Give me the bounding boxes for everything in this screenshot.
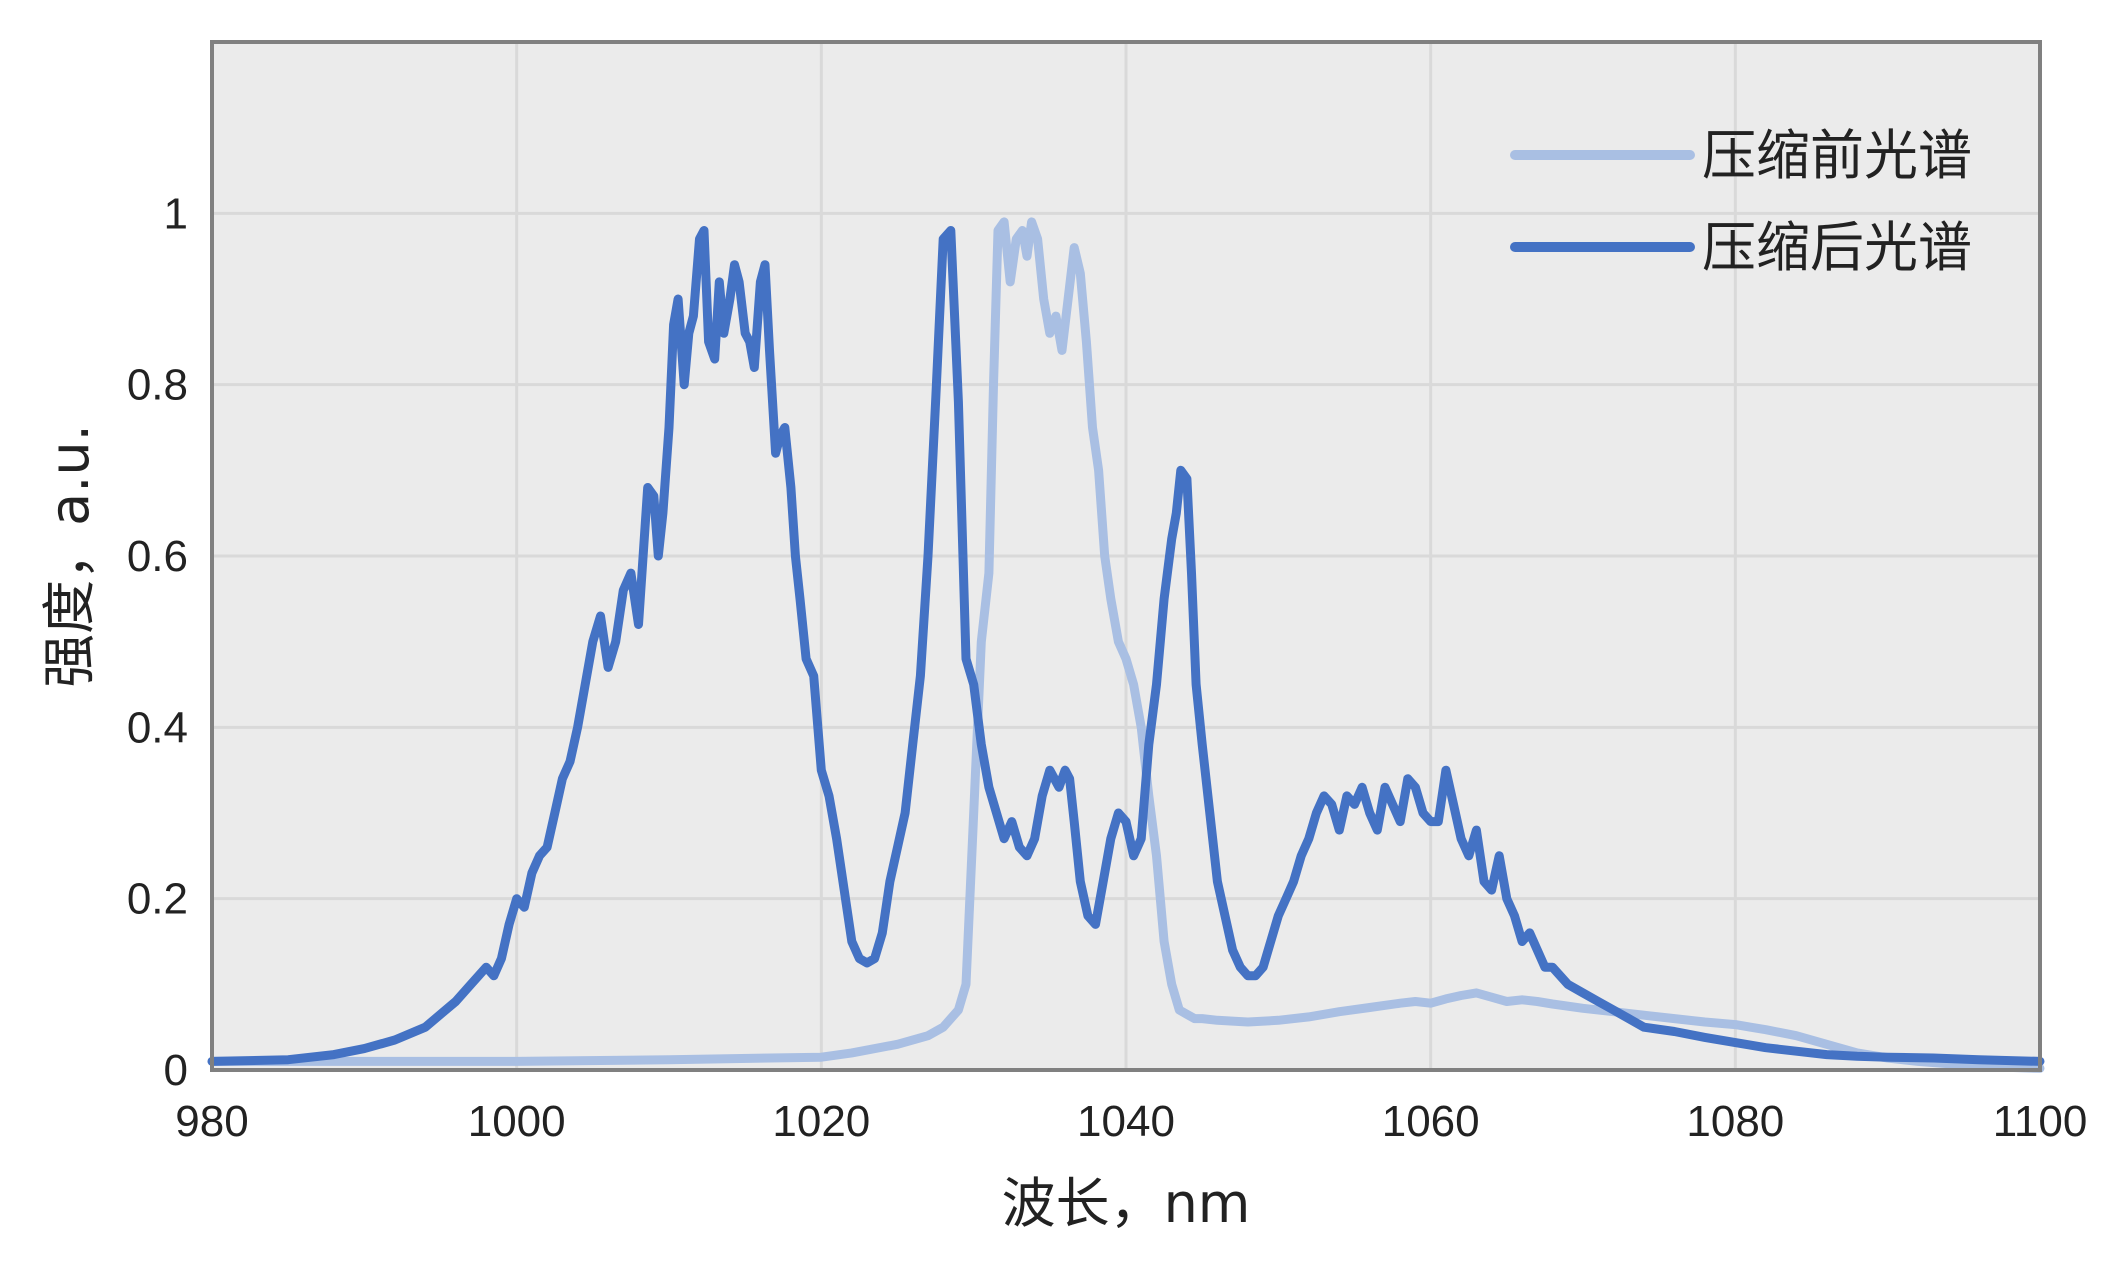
- y-tick-label: 0.2: [127, 875, 188, 924]
- x-tick-label: 1080: [1686, 1097, 1784, 1146]
- legend-label-1: 压缩前光谱: [1702, 124, 1972, 187]
- y-tick-label: 1: [164, 189, 188, 238]
- x-tick-label: 1100: [1993, 1097, 2088, 1146]
- x-axis-title: 波长，nm: [1002, 1172, 1251, 1235]
- x-tick-label: 980: [175, 1097, 248, 1146]
- legend-label-2: 压缩后光谱: [1702, 216, 1972, 279]
- x-tick-label: 1060: [1382, 1097, 1480, 1146]
- y-axis-title: 强度，a.u.: [38, 424, 101, 688]
- x-tick-label: 1040: [1077, 1097, 1175, 1146]
- series-line-2: [207, 226, 2045, 1066]
- y-tick-labels: 0 0.2 0.4 0.6 0.8 1: [127, 189, 188, 1095]
- y-tick-label: 0.6: [127, 532, 188, 581]
- y-tick-label: 0: [164, 1046, 188, 1095]
- x-tick-labels: 980 1000 1020 1040 1060 1080 1100: [175, 1097, 2087, 1146]
- series-line-1: [207, 217, 2045, 1073]
- y-tick-label: 0.4: [127, 703, 188, 752]
- plot-border: [210, 40, 2042, 1072]
- x-tick-label: 1020: [772, 1097, 870, 1146]
- series-layer: [207, 217, 2045, 1073]
- x-tick-label: 1000: [468, 1097, 566, 1146]
- y-tick-label: 0.8: [127, 361, 188, 410]
